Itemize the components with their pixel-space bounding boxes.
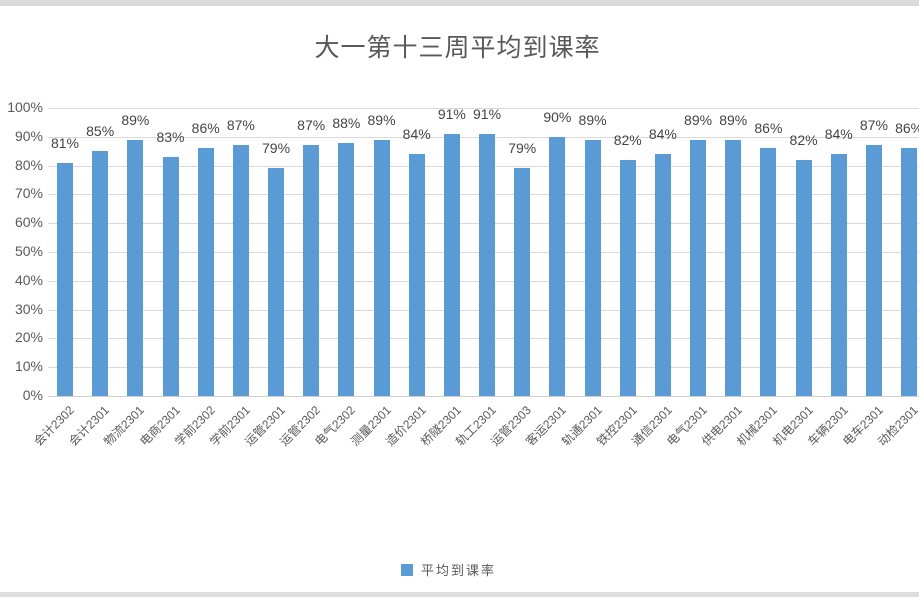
bar-value-label: 88% — [332, 114, 361, 131]
y-axis-tick-label: 90% — [14, 127, 43, 144]
bar-value-label: 87% — [226, 117, 255, 134]
bar — [549, 136, 566, 396]
bar-value-label: 84% — [402, 126, 431, 143]
bar-value-label: 82% — [613, 131, 642, 148]
bar — [92, 151, 109, 396]
bar-value-label: 86% — [754, 120, 783, 137]
bar — [830, 154, 847, 396]
y-axis-tick-label: 100% — [7, 99, 43, 115]
bar — [725, 139, 742, 396]
bar-value-label: 81% — [50, 134, 80, 151]
bar — [654, 154, 671, 396]
bar — [619, 159, 636, 396]
bar-value-label: 83% — [156, 128, 185, 145]
bar-value-label: 82% — [789, 131, 818, 148]
bar — [408, 154, 425, 396]
y-axis-tick-label: 70% — [14, 185, 43, 202]
legend[interactable]: 平均到课率 — [401, 560, 496, 579]
legend-swatch-icon — [401, 563, 413, 576]
window-edge-top — [0, 0, 919, 6]
bar-value-label: 79% — [508, 140, 537, 157]
bar — [162, 156, 179, 396]
bar-value-label: 89% — [719, 111, 748, 128]
bar — [443, 133, 460, 396]
bar — [303, 145, 320, 396]
y-axis-tick-label: 50% — [14, 243, 43, 259]
bar-value-label: 89% — [121, 111, 150, 128]
bar-value-label: 84% — [648, 126, 677, 143]
bar — [268, 168, 285, 396]
y-axis-tick-label: 20% — [14, 329, 43, 346]
bar — [865, 145, 882, 396]
bar-value-label: 86% — [895, 120, 919, 137]
chart-title: 大一第十三周平均到课率 — [314, 34, 601, 62]
bar-value-label: 87% — [297, 117, 326, 134]
window-edge-bottom — [0, 592, 919, 597]
bar — [338, 142, 355, 396]
bar — [479, 133, 496, 396]
bar-value-label: 91% — [437, 105, 466, 122]
bar-value-label: 90% — [543, 108, 572, 125]
bar — [514, 168, 531, 396]
bar-value-label: 79% — [262, 140, 291, 157]
bar — [57, 162, 73, 396]
bar — [127, 139, 144, 396]
bar — [373, 139, 390, 396]
bar-value-label: 86% — [191, 120, 220, 137]
bar-value-label: 84% — [824, 126, 853, 143]
bar — [901, 148, 918, 396]
gridline — [48, 108, 919, 109]
legend-label: 平均到课率 — [421, 563, 497, 578]
y-axis-tick-label: 60% — [14, 214, 43, 231]
bar — [690, 139, 707, 396]
bar — [795, 159, 812, 396]
y-axis-tick-label: 40% — [14, 271, 43, 288]
bar — [197, 148, 214, 396]
gridline — [48, 396, 919, 397]
y-axis-tick-label: 10% — [14, 358, 43, 375]
y-axis-tick-label: 30% — [14, 300, 43, 317]
y-axis-tick-label: 0% — [22, 387, 43, 403]
bar — [760, 148, 777, 396]
bar-value-label: 89% — [578, 111, 607, 128]
bar-value-label: 89% — [367, 111, 396, 128]
bar-value-label: 87% — [859, 117, 888, 134]
y-axis-tick-label: 80% — [14, 156, 43, 173]
bar-value-label: 85% — [86, 123, 115, 140]
bar — [232, 145, 249, 396]
bar-value-label: 89% — [684, 111, 713, 128]
bar-value-label: 91% — [473, 105, 502, 122]
bar — [584, 139, 601, 396]
